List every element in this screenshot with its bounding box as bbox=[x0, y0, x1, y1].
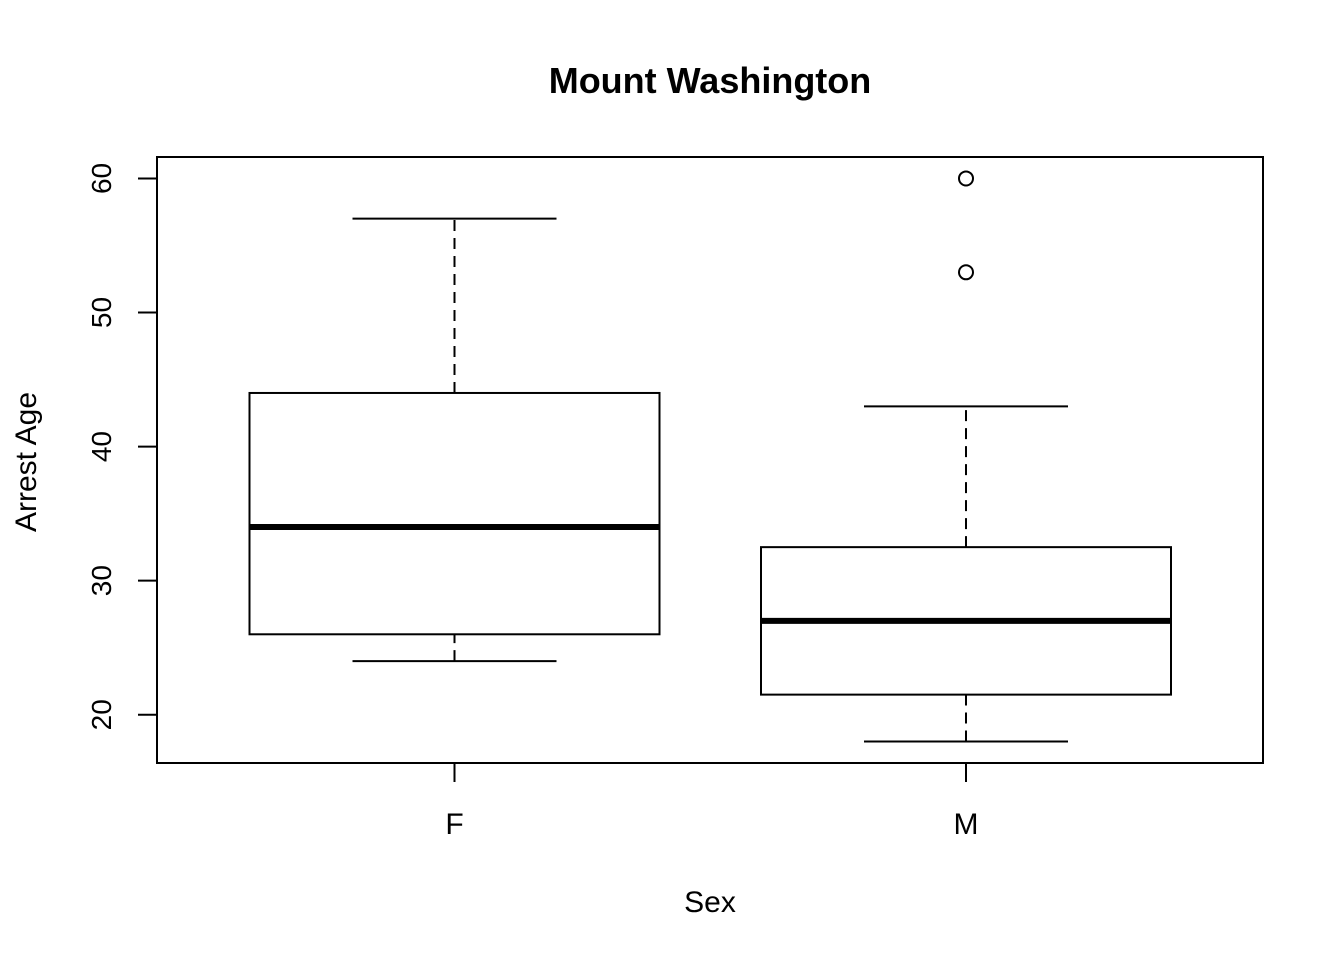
y-tick-label: 50 bbox=[86, 297, 117, 328]
outlier-point-m bbox=[958, 170, 974, 187]
y-axis: 20 30 40 50 60 bbox=[86, 163, 158, 730]
chart-title: Mount Washington bbox=[549, 60, 872, 101]
y-tick-label: 60 bbox=[86, 163, 117, 194]
box-group bbox=[248, 170, 1172, 743]
box-f bbox=[248, 391, 661, 636]
x-tick-label-f: F bbox=[445, 808, 463, 841]
y-axis-label: Arrest Age bbox=[10, 392, 43, 532]
x-tick-label-m: M bbox=[954, 808, 979, 841]
y-tick-label: 20 bbox=[86, 699, 117, 730]
y-tick-label: 40 bbox=[86, 431, 117, 462]
outlier-point-m bbox=[958, 264, 974, 281]
y-tick-label: 30 bbox=[86, 565, 117, 596]
x-axis-label: Sex bbox=[684, 886, 736, 919]
